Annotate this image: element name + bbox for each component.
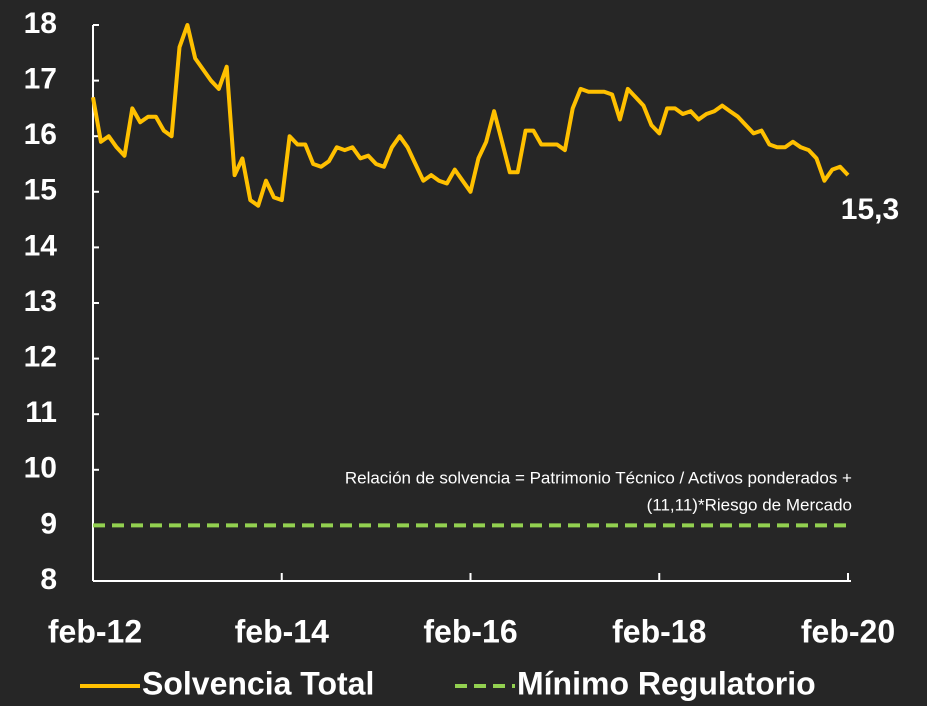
y-tick-label: 9 — [40, 507, 57, 540]
y-tick-label: 13 — [24, 285, 57, 318]
x-tick-label: feb-14 — [235, 613, 329, 649]
series-line — [91, 23, 850, 208]
x-tick-label: feb-20 — [801, 613, 895, 649]
x-tick-label: feb-18 — [612, 613, 706, 649]
annotation: Relación de solvencia = Patrimonio Técni… — [345, 468, 852, 487]
legend-label: Mínimo Regulatorio — [517, 665, 816, 701]
y-tick-label: 14 — [24, 229, 58, 262]
x-tick-label: feb-12 — [48, 613, 142, 649]
x-tick-label: feb-16 — [423, 613, 517, 649]
y-tick-label: 16 — [24, 118, 57, 151]
y-tick-label: 15 — [24, 174, 57, 207]
legend-label: Solvencia Total — [142, 665, 374, 701]
annotation: (11,11)*Riesgo de Mercado — [647, 495, 852, 514]
y-tick-label: 12 — [24, 341, 57, 374]
y-tick-label: 17 — [24, 63, 57, 96]
y-tick-label: 11 — [25, 396, 57, 429]
value-label: 15,3 — [841, 193, 899, 226]
y-tick-label: 10 — [24, 452, 57, 485]
y-tick-label: 18 — [24, 7, 57, 40]
y-tick-label: 8 — [40, 563, 57, 596]
